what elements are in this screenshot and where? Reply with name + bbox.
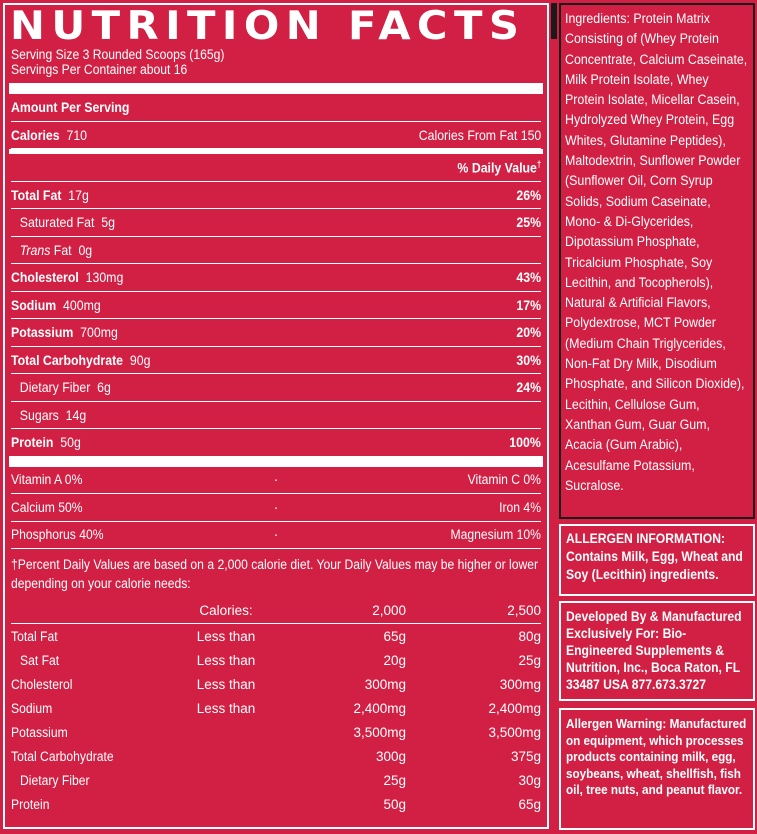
vitamin-row: Phosphorus 40% · Magnesium 10% <box>11 522 541 549</box>
servings-per-container: Servings Per Container about 16 <box>11 62 188 77</box>
ingredients-panel: Ingredients: Protein Matrix Consisting o… <box>559 3 755 519</box>
nutrient-row-cholesterol: Cholesterol 130mg 43% <box>11 264 541 292</box>
nutrient-row-trans-fat: Trans Fat 0g <box>11 237 541 264</box>
allergen-warning-text: Allergen Warning: Manufactured on equipm… <box>566 716 747 797</box>
thick-divider <box>9 83 543 94</box>
amount-per-serving-row: Amount Per Serving <box>11 94 541 122</box>
table-row: Sat Fat Less than 20g 25g <box>20 652 541 668</box>
panel-divider-mark <box>551 3 557 39</box>
vitamin-row: Vitamin A 0% · Vitamin C 0% <box>11 467 541 494</box>
calories-from-fat: Calories From Fat 150 <box>418 126 541 143</box>
manufacturer-info-box: Developed By & Manufactured Exclusively … <box>559 601 755 701</box>
table-row: Calories: 2,000 2,500 <box>11 597 541 624</box>
nutrient-row-saturated-fat: Saturated Fat 5g 25% <box>11 209 541 237</box>
nutrition-facts-title: NUTRITION FACTS <box>10 4 526 49</box>
vitamin-row: Calcium 50% · Iron 4% <box>11 494 541 522</box>
calories-row: Calories 710 Calories From Fat 150 <box>11 122 541 149</box>
allergen-information-box: ALLERGEN INFORMATION: Contains Milk, Egg… <box>559 524 755 596</box>
table-row: Dietary Fiber 25g 30g <box>20 772 541 788</box>
table-row: Sodium Less than 2,400mg 2,400mg <box>11 700 541 716</box>
table-row: Total Carbohydrate 300g 375g <box>11 748 541 764</box>
ingredients-text: Ingredients: Protein Matrix Consisting o… <box>565 11 748 493</box>
daily-value-footnote: †Percent Daily Values are based on a 2,0… <box>11 557 539 591</box>
nutrient-row-total-carbohydrate: Total Carbohydrate 90g 30% <box>11 347 541 374</box>
nutrient-row-protein: Protein 50g 100% <box>11 434 541 451</box>
calories-label: Calories <box>11 126 60 143</box>
thick-divider <box>9 455 543 467</box>
table-row: Total Fat Less than 65g 80g <box>11 628 541 644</box>
nutrient-row-total-fat: Total Fat 17g 26% <box>11 182 541 209</box>
daily-value-header: % Daily Value <box>457 159 537 176</box>
table-row: Potassium 3,500mg 3,500mg <box>11 724 541 740</box>
manufacturer-info-text: Developed By & Manufactured Exclusively … <box>566 609 742 692</box>
serving-size: Serving Size 3 Rounded Scoops (165g) <box>11 47 225 62</box>
daily-value-reference-table: Calories: 2,000 2,500 Total Fat Less than… <box>11 597 541 816</box>
calories-value: 710 <box>66 126 88 143</box>
medium-divider <box>9 149 543 154</box>
table-row: Protein 50g 65g <box>11 796 541 812</box>
daily-value-header-row: % Daily Value† <box>11 154 541 182</box>
nutrient-row-dietary-fiber: Dietary Fiber 6g 24% <box>11 374 541 402</box>
table-row: Cholesterol Less than 300mg 300mg <box>11 676 541 692</box>
allergen-warning-box: Allergen Warning: Manufactured on equipm… <box>559 708 755 830</box>
nutrient-row-sugars: Sugars 14g <box>11 402 541 429</box>
nutrition-facts-panel: NUTRITION FACTS Serving Size 3 Rounded S… <box>3 3 549 829</box>
nutrient-row-potassium: Potassium 700mg 20% <box>11 319 541 347</box>
nutrient-row-sodium: Sodium 400mg 17% <box>11 292 541 319</box>
allergen-information-text: ALLERGEN INFORMATION: Contains Milk, Egg… <box>566 531 743 582</box>
